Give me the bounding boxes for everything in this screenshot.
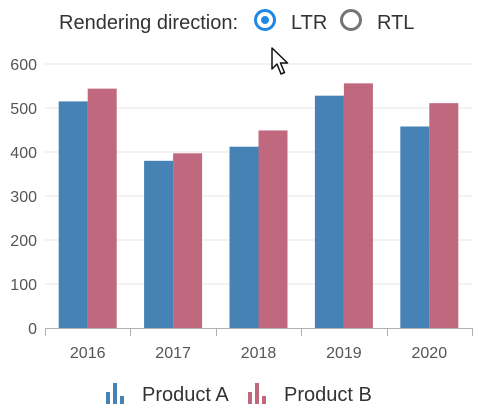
bar-product-b-2016[interactable] bbox=[87, 88, 117, 328]
legend-label: Product B bbox=[284, 384, 372, 406]
direction-label: Rendering direction: bbox=[59, 12, 238, 34]
bar-product-a-2018[interactable] bbox=[229, 146, 259, 328]
bar-product-a-2020[interactable] bbox=[400, 126, 430, 328]
x-tick-label: 2016 bbox=[70, 345, 106, 362]
bar-product-a-2016[interactable] bbox=[58, 101, 88, 329]
y-tick-label: 300 bbox=[10, 189, 37, 206]
legend-item-product-b[interactable]: Product B bbox=[248, 383, 372, 406]
bar-product-a-2017[interactable] bbox=[144, 160, 174, 328]
bar-product-b-2019[interactable] bbox=[343, 83, 373, 328]
bar-product-a-2019[interactable] bbox=[314, 95, 344, 329]
axes: 0 100 200 300 400 500 600 2016 2017 2018 2019 2020 bbox=[10, 57, 473, 362]
bar-product-b-2020[interactable] bbox=[429, 103, 459, 328]
direction-selector: Rendering direction: LTR RTL bbox=[0, 0, 484, 46]
bar-product-b-2017[interactable] bbox=[173, 153, 203, 328]
y-tick-label: 0 bbox=[28, 321, 37, 338]
y-tick-label: 100 bbox=[10, 277, 37, 294]
legend-label: Product A bbox=[142, 384, 229, 406]
bar-product-b-2018[interactable] bbox=[258, 130, 288, 328]
x-tick-label: 2020 bbox=[412, 345, 448, 362]
y-tick-label: 600 bbox=[10, 57, 37, 74]
radio-rtl-label[interactable]: RTL bbox=[377, 12, 415, 34]
radio-ltr-indicator[interactable] bbox=[254, 9, 276, 31]
x-tick-label: 2018 bbox=[241, 345, 277, 362]
legend[interactable]: Product A Product B bbox=[106, 383, 372, 406]
y-tick-label: 500 bbox=[10, 101, 37, 118]
x-tick-label: 2017 bbox=[155, 345, 191, 362]
radio-ltr-label[interactable]: LTR bbox=[291, 12, 328, 34]
legend-item-product-a[interactable]: Product A bbox=[106, 383, 229, 406]
radio-rtl-indicator[interactable] bbox=[340, 9, 362, 31]
y-tick-label: 400 bbox=[10, 145, 37, 162]
bars bbox=[58, 83, 459, 329]
y-tick-label: 200 bbox=[10, 233, 37, 250]
x-tick-label: 2019 bbox=[326, 345, 362, 362]
legend-bar-chart-icon bbox=[106, 383, 124, 404]
legend-bar-chart-icon bbox=[248, 383, 266, 404]
